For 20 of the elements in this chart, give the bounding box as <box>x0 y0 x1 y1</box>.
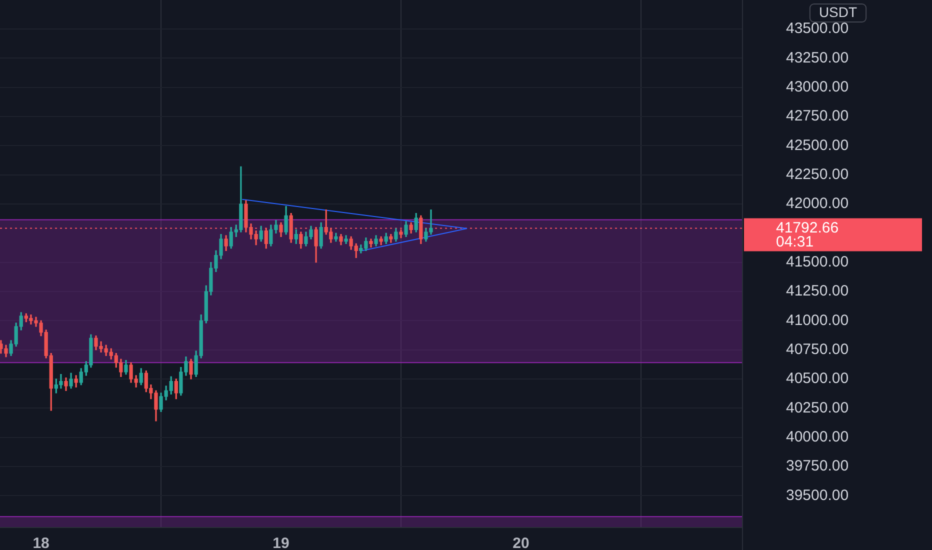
y-tick-label: 41250.00 <box>786 282 849 300</box>
y-tick-label: 39750.00 <box>786 458 849 475</box>
y-tick-label: 43000.00 <box>786 78 849 96</box>
y-tick-label: 41500.00 <box>786 253 849 270</box>
x-tick-label: 19 <box>272 535 290 550</box>
y-tick-label: 43250.00 <box>786 49 849 66</box>
y-tick-label: 42750.00 <box>786 108 849 125</box>
y-tick-label: 39500.00 <box>786 486 849 504</box>
x-tick-label: 18 <box>32 535 50 550</box>
y-tick-label: 40750.00 <box>786 340 849 358</box>
y-tick-label: 42500.00 <box>786 136 849 154</box>
y-tick-label: 42250.00 <box>786 166 849 183</box>
x-tick-label: 20 <box>512 535 530 550</box>
y-tick-label: 42000.00 <box>786 195 849 212</box>
y-axis-title: USDT <box>818 4 858 20</box>
y-tick-label: 40000.00 <box>786 428 849 446</box>
y-tick-label: 43500.00 <box>786 20 849 38</box>
y-tick-label: 40250.00 <box>786 399 849 416</box>
y-tick-label: 40500.00 <box>786 370 849 388</box>
y-tick-label: 41000.00 <box>786 312 849 329</box>
